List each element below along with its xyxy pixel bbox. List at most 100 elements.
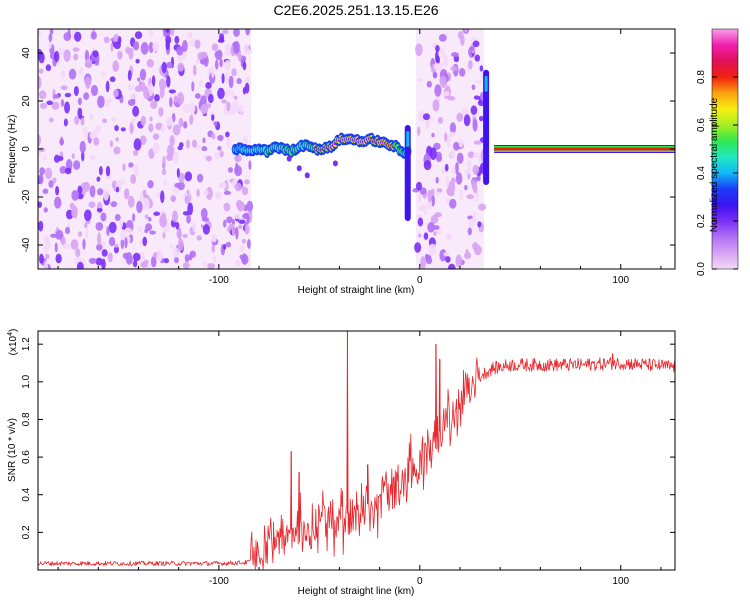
noise-blob xyxy=(176,229,182,239)
noise-blob xyxy=(217,134,224,142)
noise-blob xyxy=(165,35,172,45)
noise-blob xyxy=(434,212,443,218)
noise-blob xyxy=(123,188,130,200)
spectrogram-axes: -100 0 100 -40 -20 0 20 40 xyxy=(21,29,675,286)
noise-blob xyxy=(166,75,171,88)
noise-blob xyxy=(199,80,203,87)
noise-blob xyxy=(153,211,161,216)
noise-blob xyxy=(54,242,58,253)
noise-blob xyxy=(169,135,175,147)
noise-blob xyxy=(163,258,170,264)
noise-blob xyxy=(106,226,110,236)
noise-blob xyxy=(189,250,196,258)
noise-blob xyxy=(49,29,54,35)
noise-blob xyxy=(214,59,219,70)
noise-blob xyxy=(471,84,476,91)
noise-blob xyxy=(128,162,134,168)
noise-blob xyxy=(242,61,247,71)
noise-blob xyxy=(184,171,193,182)
noise-blob xyxy=(38,68,44,74)
noise-blob xyxy=(118,179,126,186)
noise-blob xyxy=(109,76,116,83)
snr-ytick-label: 0.8 xyxy=(21,412,32,426)
noise-blob xyxy=(200,95,207,107)
noise-blob xyxy=(241,238,246,244)
noise-blob xyxy=(124,237,128,249)
noise-blob xyxy=(43,246,48,252)
noise-blob xyxy=(468,59,473,70)
noise-blob xyxy=(479,65,484,72)
noise-blob xyxy=(444,163,449,172)
noise-blob xyxy=(77,193,84,200)
noise-blob xyxy=(146,58,155,68)
noise-blob xyxy=(163,180,168,187)
noise-blob xyxy=(150,100,158,110)
noise-blob xyxy=(239,104,243,115)
noise-blob xyxy=(39,167,46,176)
noise-blob xyxy=(202,260,208,267)
noise-blob xyxy=(161,168,167,176)
noise-blob xyxy=(148,83,154,97)
noise-blob xyxy=(472,118,478,132)
spectrogram-ytick-label: 40 xyxy=(21,47,32,59)
noise-blob xyxy=(432,99,440,112)
noise-blob xyxy=(162,155,166,169)
noise-blob xyxy=(136,200,143,214)
noise-blob xyxy=(42,188,49,194)
noise-blob xyxy=(211,133,216,140)
noise-blob xyxy=(80,117,85,126)
snr-ytick-label: 1.0 xyxy=(21,374,32,388)
colorbar-tick-label: 0.0 xyxy=(696,262,707,276)
snr-ylabel: SNR (10 * v/v) xyxy=(7,418,18,482)
noise-blob xyxy=(461,107,468,117)
noise-blob xyxy=(438,33,447,42)
noise-blob xyxy=(165,29,170,33)
noise-blob xyxy=(132,260,138,268)
noise-blob xyxy=(219,150,224,158)
noise-blob xyxy=(110,201,118,208)
noise-blob xyxy=(43,154,47,160)
noise-blob xyxy=(219,58,223,68)
noise-blob xyxy=(160,124,166,134)
noise-blob xyxy=(130,93,137,100)
noise-blob xyxy=(73,85,79,97)
noise-blob xyxy=(71,153,75,159)
noise-blob xyxy=(203,189,209,196)
noise-blob xyxy=(64,101,70,114)
noise-blob xyxy=(201,217,210,222)
noise-blob xyxy=(74,31,82,42)
noise-blob xyxy=(145,223,153,232)
noise-blob xyxy=(101,258,106,269)
noise-blob xyxy=(119,217,124,228)
noise-blob xyxy=(107,252,113,263)
noise-blob xyxy=(169,243,173,250)
noise-blob xyxy=(140,261,149,268)
noise-blob xyxy=(70,239,79,250)
noise-blob xyxy=(464,169,472,175)
colorbar-tick-label: 0.8 xyxy=(696,70,707,84)
noise-blob xyxy=(63,118,68,127)
noise-blob xyxy=(48,33,53,43)
noise-blob xyxy=(238,219,246,224)
noise-blob xyxy=(227,167,233,173)
noise-blob xyxy=(77,107,83,119)
spectrogram-ytick-label: 20 xyxy=(21,95,32,107)
noise-blob xyxy=(75,248,81,258)
noise-blob xyxy=(134,31,143,39)
noise-blob xyxy=(103,188,109,201)
noise-blob xyxy=(112,34,120,44)
ridge-satellite xyxy=(296,165,302,172)
noise-blob xyxy=(435,50,439,63)
noise-blob xyxy=(148,41,154,54)
noise-blob xyxy=(117,50,123,60)
spike-core xyxy=(484,75,488,92)
noise-blob xyxy=(472,40,480,48)
noise-blob xyxy=(202,137,206,143)
noise-blob xyxy=(134,85,143,92)
noise-blob xyxy=(139,251,145,265)
noise-blob xyxy=(113,89,119,98)
noise-blob xyxy=(184,254,190,263)
noise-blob xyxy=(186,214,191,224)
noise-blob xyxy=(113,146,121,155)
noise-blob xyxy=(478,115,484,122)
